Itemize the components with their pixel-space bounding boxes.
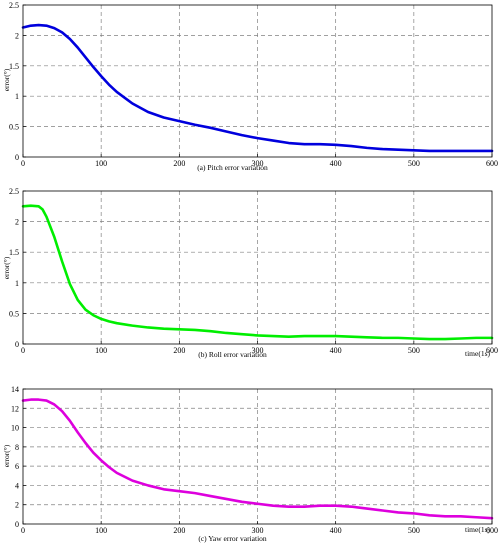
x-tick-label: 500 [408,526,420,535]
x-tick-label: 400 [330,159,342,168]
x-tick-label: 0 [21,526,25,535]
y-axis-label: error(°) [2,444,11,467]
y-tick-label: 0.5 [9,123,19,132]
y-tick-label: 14 [11,385,19,394]
x-tick-label: 100 [95,159,107,168]
x-axis-label: time(1s) [465,525,490,534]
y-tick-label: 1.5 [9,62,19,71]
y-tick-label: 2.5 [9,1,19,10]
data-line [21,23,494,153]
x-tick-label: 200 [173,346,185,355]
x-axis-label: time(1s) [465,349,490,358]
y-tick-label: 4 [15,481,19,490]
y-tick-label: 8 [15,443,19,452]
x-tick-label: 300 [252,159,264,168]
y-tick-label: 0 [15,520,19,529]
y-tick-label: 0 [15,153,19,162]
x-tick-label: 500 [408,346,420,355]
x-tick-label: 100 [95,346,107,355]
y-tick-label: 2 [15,501,19,510]
y-tick-label: 0.5 [9,309,19,318]
data-line [21,398,494,520]
chart-caption: (a) Pitch error variation [197,163,268,172]
y-tick-label: 10 [11,424,19,433]
x-tick-label: 0 [21,346,25,355]
y-axis-label: error(°) [2,256,11,279]
chart-panel-1: 0 100 200 300 400 500 600 0 0.5 1 1.5 2 2.5 error(°) (… [2,1,498,172]
chart-caption: (b) Roll error variation [198,350,267,359]
x-tick-label: 200 [173,526,185,535]
chart-caption: (c) Yaw error variation [198,534,267,543]
y-axis-label: error(°) [2,68,11,91]
x-tick-label: 400 [330,526,342,535]
x-tick-label: 500 [408,159,420,168]
chart-panel-3: 0 100 200 300 400 500 600 0 2 4 6 8 10 12 14 error(°) ti… [2,385,498,543]
y-tick-label: 1 [15,92,19,101]
x-tick-label: 200 [173,159,185,168]
y-tick-label: 6 [15,462,19,471]
y-tick-label: 2 [15,218,19,227]
x-tick-label: 600 [486,346,498,355]
x-tick-label: 100 [95,526,107,535]
x-tick-label: 0 [21,159,25,168]
y-tick-label: 1.5 [9,248,19,257]
chart-panel-2: 0 100 200 300 400 500 600 0 0.5 1 1.5 2 2.5 error(°) t… [2,187,498,359]
y-tick-label: 12 [11,404,19,413]
x-tick-label: 400 [330,346,342,355]
x-tick-label: 300 [252,346,264,355]
x-tick-label: 600 [486,159,498,168]
y-tick-label: 1 [15,279,19,288]
y-tick-label: 2 [15,31,19,40]
y-tick-label: 0 [15,340,19,349]
x-tick-label: 300 [252,526,264,535]
data-line [21,204,494,341]
y-tick-label: 2.5 [9,187,19,196]
x-tick-label: 600 [486,526,498,535]
